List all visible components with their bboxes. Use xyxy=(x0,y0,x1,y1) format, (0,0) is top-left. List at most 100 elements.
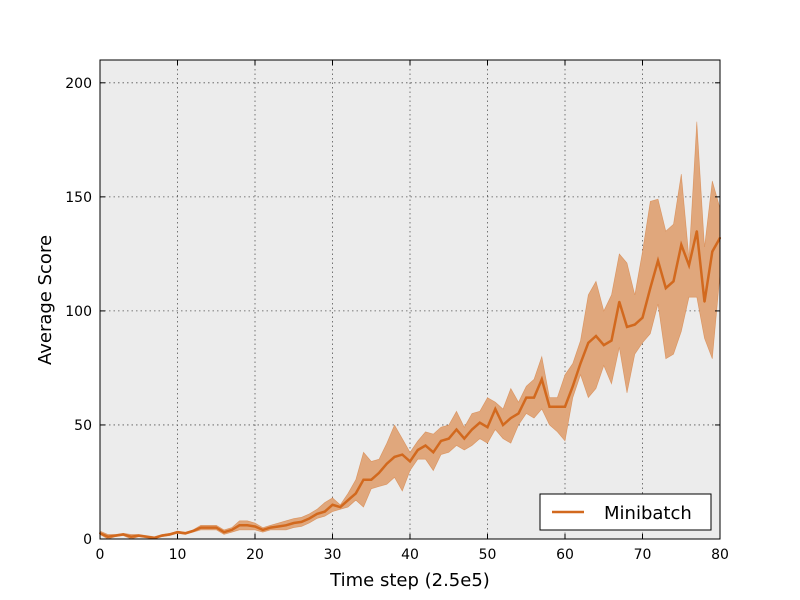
y-tick-label: 50 xyxy=(74,418,92,434)
data-point xyxy=(548,405,551,408)
data-point xyxy=(680,243,683,246)
data-point xyxy=(463,437,466,440)
legend: Minibatch xyxy=(539,493,712,531)
data-point xyxy=(192,530,194,532)
data-point xyxy=(122,533,125,536)
data-point xyxy=(130,535,132,538)
data-point xyxy=(672,280,675,283)
data-point xyxy=(168,533,171,536)
data-point xyxy=(486,426,489,429)
data-point xyxy=(153,536,156,539)
data-point xyxy=(161,534,163,537)
data-point xyxy=(184,532,187,535)
y-tick-label: 0 xyxy=(83,532,92,548)
x-tick-label: 20 xyxy=(246,547,264,563)
data-point xyxy=(339,506,342,509)
data-point xyxy=(277,525,280,528)
data-point xyxy=(649,287,652,290)
data-point xyxy=(525,396,528,399)
data-point xyxy=(633,323,636,326)
data-point xyxy=(688,264,690,267)
x-tick-label: 0 xyxy=(96,547,105,563)
data-point xyxy=(362,478,365,481)
data-point xyxy=(385,462,388,465)
data-point xyxy=(370,478,373,481)
data-point xyxy=(626,325,628,328)
axis-ticks xyxy=(99,60,721,540)
data-point xyxy=(440,439,442,442)
data-point xyxy=(509,417,512,420)
data-point xyxy=(618,300,621,303)
data-point xyxy=(533,396,535,399)
data-point xyxy=(571,385,574,388)
data-point xyxy=(703,300,706,303)
data-point xyxy=(246,524,249,527)
data-point xyxy=(285,524,287,527)
data-point xyxy=(114,534,117,537)
data-point xyxy=(602,344,605,347)
data-point xyxy=(587,341,590,344)
data-point xyxy=(657,259,659,262)
data-point xyxy=(393,455,396,458)
legend-label-minibatch: Minibatch xyxy=(604,503,692,524)
data-point xyxy=(564,405,566,408)
x-tick-label: 70 xyxy=(634,547,652,563)
data-point xyxy=(424,444,427,447)
data-point xyxy=(556,405,559,408)
y-tick-label: 150 xyxy=(65,190,92,206)
data-point xyxy=(207,526,210,529)
data-point xyxy=(447,437,450,440)
data-point xyxy=(145,535,148,538)
data-point xyxy=(354,492,357,495)
data-point xyxy=(502,424,504,426)
data-point xyxy=(641,316,644,319)
data-point xyxy=(316,512,318,515)
y-tick-label: 100 xyxy=(65,304,92,320)
data-point xyxy=(378,471,380,474)
data-point xyxy=(711,250,714,253)
data-point xyxy=(432,451,435,454)
data-point xyxy=(269,526,272,529)
data-point xyxy=(455,428,458,431)
data-point xyxy=(595,335,597,337)
data-point xyxy=(579,362,582,365)
data-point xyxy=(471,428,473,431)
data-point xyxy=(664,287,667,290)
data-point xyxy=(137,534,140,537)
data-point xyxy=(401,453,404,456)
x-tick-label: 10 xyxy=(169,547,187,563)
x-axis-tick-labels: 0 10 20 30 40 50 60 70 80 xyxy=(96,547,729,563)
y-tick-label: 200 xyxy=(65,76,92,92)
data-point xyxy=(308,517,311,520)
data-point xyxy=(223,531,225,534)
data-point xyxy=(610,339,613,342)
data-point xyxy=(230,528,233,531)
series-points xyxy=(99,230,721,539)
data-point xyxy=(292,522,295,524)
data-point xyxy=(347,499,349,502)
data-point xyxy=(238,524,241,527)
x-tick-label: 80 xyxy=(711,547,729,563)
x-axis-title: Time step (2.5e5) xyxy=(329,570,490,591)
data-point xyxy=(261,528,264,531)
data-point xyxy=(323,510,326,513)
data-point xyxy=(416,449,419,451)
data-point xyxy=(254,525,256,528)
data-point xyxy=(409,460,411,463)
data-point xyxy=(695,230,698,233)
x-tick-label: 50 xyxy=(479,547,497,563)
data-point xyxy=(517,412,520,415)
y-axis-title: Average Score xyxy=(35,235,56,365)
data-point xyxy=(494,408,497,410)
x-tick-label: 30 xyxy=(324,547,342,563)
data-point xyxy=(106,535,109,538)
data-point xyxy=(540,378,543,381)
y-axis-tick-labels: 0 50 100 150 200 xyxy=(65,76,92,548)
x-tick-label: 60 xyxy=(556,547,574,563)
data-point xyxy=(176,531,179,534)
data-point xyxy=(478,421,481,424)
data-point xyxy=(331,503,334,506)
x-tick-label: 40 xyxy=(401,547,419,563)
data-point xyxy=(199,526,202,529)
